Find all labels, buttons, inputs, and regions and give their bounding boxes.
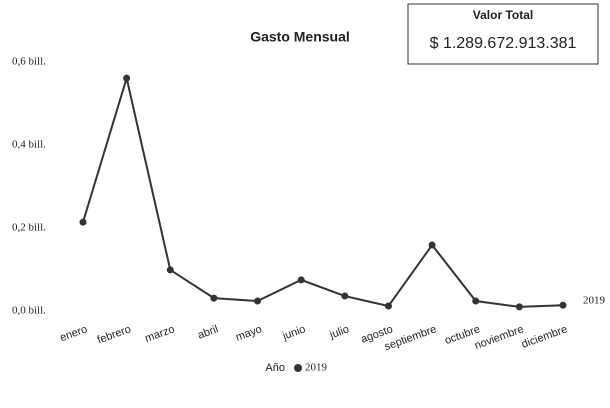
point — [428, 241, 436, 249]
point — [297, 276, 305, 284]
y-tick-label: 0,6 bill. — [12, 56, 46, 68]
x-tick-label: noviembre — [473, 323, 525, 352]
x-tick-label: abril — [196, 323, 220, 341]
series-end-label: 2019 — [583, 295, 606, 307]
point — [123, 74, 131, 82]
point — [559, 301, 567, 309]
legend-marker — [294, 364, 302, 372]
point — [254, 297, 262, 305]
x-tick-label: mayo — [234, 323, 263, 343]
x-tick-label: enero — [58, 323, 89, 344]
kpi-label: Valor Total — [473, 8, 533, 22]
x-tick-label: febrero — [96, 323, 133, 346]
point — [166, 266, 174, 274]
kpi-card — [407, 3, 599, 65]
y-tick-label: 0,4 bill. — [12, 139, 46, 151]
y-tick-label: 0,0 bill. — [12, 305, 46, 317]
legend-label: 2019 — [305, 362, 328, 374]
point — [79, 218, 87, 226]
point — [472, 297, 480, 305]
point — [384, 302, 392, 310]
chart-title: Gasto Mensual — [250, 29, 350, 45]
point — [210, 294, 218, 302]
legend-title: Año — [265, 362, 285, 374]
line — [82, 74, 564, 308]
point — [341, 292, 349, 300]
x-tick-label: marzo — [143, 323, 176, 345]
x-tick-label: diciembre — [520, 323, 569, 351]
kpi-value: $ 1.289.672.913.381 — [430, 35, 577, 52]
x-tick-label: julio — [327, 323, 350, 341]
x-tick-label: junio — [280, 323, 307, 343]
point — [515, 303, 523, 311]
y-tick-label: 0,2 bill. — [12, 222, 46, 234]
